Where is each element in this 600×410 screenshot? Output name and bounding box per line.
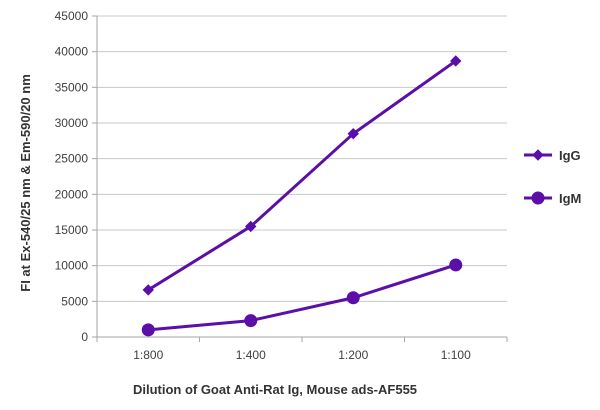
series [141,55,463,337]
data-point-igm [449,258,463,272]
y-tick-label: 10000 [55,259,89,273]
series-line-igm [148,263,457,332]
y-axis-title: FI at Ex-540/25 nm & Em-590/20 nm [18,74,33,291]
data-point-igg [245,220,257,233]
y-tick-labels: 0 5000 10000 15000 20000 25000 30000 35000 40000… [55,9,89,344]
x-tick-label: 1:800 [133,348,163,362]
gridlines [97,15,507,302]
legend-item-igm: IgM [524,191,581,206]
axes [92,15,508,342]
y-tick-label: 15000 [55,223,89,237]
x-tick-labels: 1:800 1:400 1:200 1:100 [133,348,471,362]
legend-label: IgM [559,191,581,206]
y-tick-label: 45000 [55,9,89,23]
data-point-igg [347,127,359,140]
x-axis-title: Dilution of Goat Anti-Rat Ig, Mouse ads-… [133,382,417,397]
legend-label: IgG [559,148,581,163]
x-tick-label: 1:100 [441,348,471,362]
y-tick-label: 20000 [55,187,89,201]
y-tick-label: 5000 [61,294,88,308]
y-tick-label: 25000 [55,152,89,166]
series-igm [141,258,463,337]
series-line-igg [147,59,457,292]
data-point-igm [346,291,360,305]
data-point-igm [244,314,258,328]
x-tick-label: 1:400 [236,348,266,362]
data-point-igm [141,323,155,337]
legend-marker [532,149,544,161]
legend-item-igg: IgG [524,148,581,163]
data-point-igg [142,284,154,296]
y-tick-label: 0 [81,330,88,344]
legend-marker [531,191,545,205]
y-tick-label: 40000 [55,45,89,59]
data-point-igg [450,55,462,67]
y-tick-label: 30000 [55,116,89,130]
legend: IgG IgM [524,148,581,206]
x-tick-label: 1:200 [338,348,368,362]
series-igg [142,55,462,296]
y-tick-label: 35000 [55,80,89,94]
